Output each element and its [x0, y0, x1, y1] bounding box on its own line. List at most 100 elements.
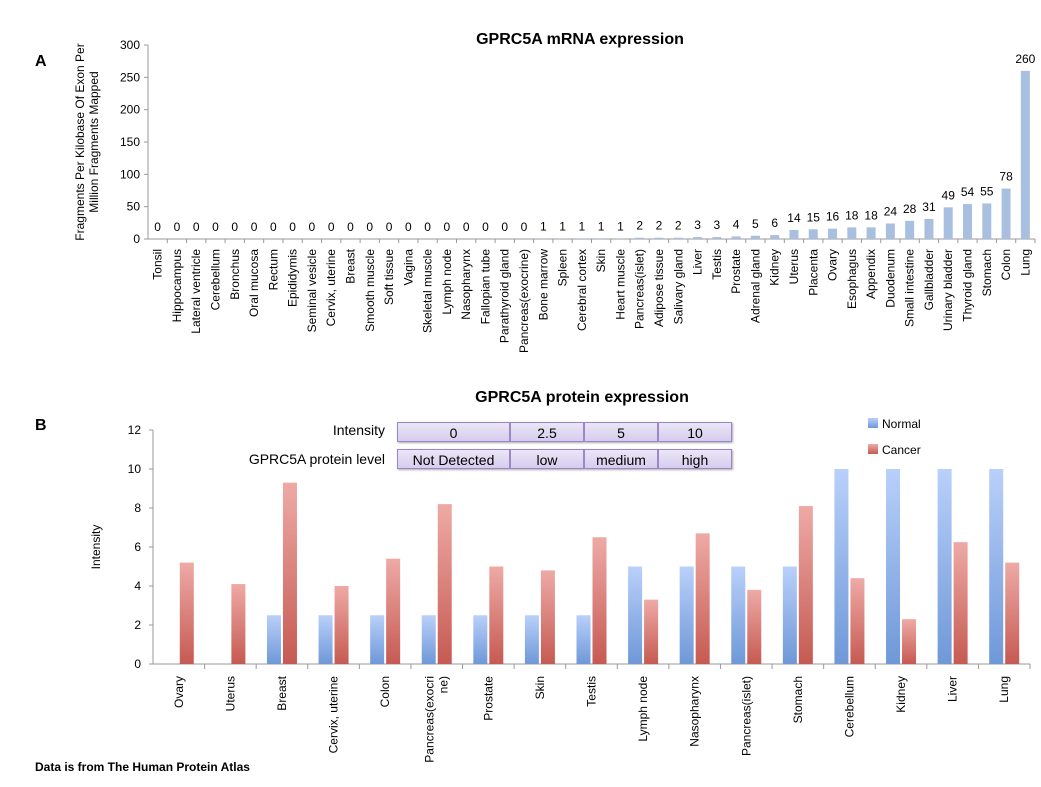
x-tick-label-a: Skin [594, 249, 608, 272]
x-tick-label-a: Pancreas(islet) [633, 249, 647, 329]
data-label-a: 1 [617, 219, 624, 233]
bar-a [885, 223, 895, 239]
data-label-a: 6 [771, 216, 778, 230]
y-tick-label-a: 300 [120, 38, 140, 52]
chart-title-b: GPRC5A protein expression [475, 389, 689, 406]
x-tick-label-a: Spleen [556, 249, 570, 286]
x-tick-label-a: Adrenal gland [748, 249, 762, 323]
bar-normal [886, 469, 901, 664]
x-tick-label-a: Lymph node [440, 249, 454, 315]
bar-a [866, 227, 876, 239]
bar-normal [266, 615, 281, 664]
bar-a [693, 237, 703, 239]
x-tick-label-b: Stomach [791, 676, 805, 723]
data-label-a: 3 [694, 218, 701, 232]
x-tick-label-b: Nasopharynx [688, 676, 702, 747]
x-tick-label-a: Gallbladder [922, 249, 936, 310]
bar-normal [318, 615, 333, 664]
bar-cancer [798, 506, 813, 664]
x-tick-label-b: Cerebellum [842, 676, 856, 737]
data-label-a: 28 [903, 202, 917, 216]
x-tick-label-a: Appendix [864, 249, 878, 299]
legend-label-normal: Normal [882, 417, 921, 431]
data-label-a: 0 [289, 220, 296, 234]
panel-label-b: B [35, 417, 47, 434]
x-tick-label-a: Cerebral cortex [575, 249, 589, 331]
x-tick-label-b: Kidney [894, 676, 908, 713]
data-label-a: 0 [501, 220, 508, 234]
y-axis-label-b: Intensity [89, 525, 103, 570]
x-tick-label-a: Parathyroid gland [498, 249, 512, 343]
x-tick-label-a: Heart muscle [613, 249, 627, 320]
bar-a [712, 237, 722, 239]
data-label-a: 5 [752, 217, 759, 231]
intensity-cell: 0 [397, 422, 510, 442]
bar-normal [834, 469, 849, 664]
bar-a [558, 238, 568, 239]
data-label-a: 260 [1015, 52, 1035, 66]
data-label-a: 0 [521, 220, 528, 234]
data-label-a: 0 [444, 220, 451, 234]
bar-a [1020, 70, 1030, 239]
data-label-a: 0 [154, 220, 161, 234]
data-label-a: 24 [884, 204, 898, 218]
protein-level-row-label: GPRC5A protein level [248, 451, 385, 467]
x-tick-label-a: Colon [999, 249, 1013, 280]
x-tick-label-a: Hippocampus [170, 249, 184, 322]
data-label-a: 2 [675, 219, 682, 233]
x-tick-label-a: Thyroid gland [961, 249, 975, 322]
data-label-a: 0 [309, 220, 316, 234]
x-tick-label-a: Tonsil [151, 249, 165, 280]
bar-a [654, 237, 664, 239]
bar-cancer [386, 558, 401, 664]
data-label-a: 0 [424, 220, 431, 234]
x-tick-label-a: Smooth muscle [363, 249, 377, 332]
x-tick-label-b: Cervix, uterine [327, 676, 341, 754]
legend-swatch-normal [868, 418, 878, 428]
x-tick-label-a: Cerebellum [208, 249, 222, 310]
bar-a [905, 220, 915, 239]
data-label-a: 0 [463, 220, 470, 234]
x-tick-label-a: Breast [343, 248, 357, 283]
legend-swatch-cancer [868, 444, 878, 454]
x-tick-label-a: Vagina [401, 249, 415, 286]
y-tick-label-b: 8 [134, 501, 141, 515]
bar-a [577, 238, 587, 239]
bar-cancer [437, 504, 452, 664]
bar-cancer [747, 589, 762, 664]
y-tick-label-b: 4 [134, 579, 141, 593]
x-tick-label-a: Epididymis [286, 249, 300, 307]
bar-a [847, 227, 857, 239]
x-tick-label-a: Placenta [806, 249, 820, 296]
y-tick-label-a: 0 [133, 232, 140, 246]
bar-a [1001, 188, 1011, 239]
bar-normal [782, 566, 797, 664]
x-tick-label-b: Skin [533, 676, 547, 699]
bar-cancer [282, 482, 297, 664]
x-tick-label-a: Lung [1018, 249, 1032, 276]
x-tick-label-a: Prostate [729, 249, 743, 294]
y-tick-label-a: 50 [127, 200, 141, 214]
intensity-row-label: Intensity [332, 422, 385, 438]
y-tick-label-b: 0 [134, 657, 141, 671]
y-tick-label-a: 250 [120, 70, 140, 84]
bar-a [943, 207, 953, 239]
x-tick-label-a: Seminal vesicle [305, 249, 319, 333]
bar-cancer [231, 584, 246, 664]
x-tick-label-b: Uterus [223, 676, 237, 711]
bar-cancer [644, 599, 659, 664]
bar-a [596, 238, 606, 239]
bar-normal [576, 615, 591, 664]
x-tick-label-a: Urinary bladder [941, 249, 955, 331]
data-label-a: 18 [864, 208, 878, 222]
y-tick-label-a: 100 [120, 167, 140, 181]
data-label-a: 0 [386, 220, 393, 234]
data-label-a: 2 [636, 219, 643, 233]
bar-normal [524, 615, 539, 664]
bar-a [615, 238, 625, 239]
x-tick-label-a: Fallopian tube [478, 249, 492, 325]
bar-a [789, 229, 799, 239]
bar-normal [937, 469, 952, 664]
x-tick-label-a: Stomach [980, 249, 994, 296]
